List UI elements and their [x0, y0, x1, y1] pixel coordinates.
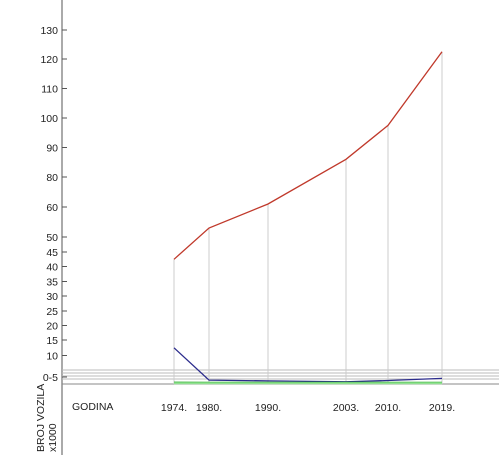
x-tick-label: 2003.: [333, 402, 359, 414]
x-tick-label: 1974.: [161, 402, 187, 414]
x-axis-title: GODINA: [72, 401, 113, 413]
vertical-drop-lines: [173, 51, 443, 384]
y-tick-label: 120: [40, 54, 58, 66]
y-tick-label: 60: [46, 202, 58, 214]
y-axis-ticks: 130 120 110 100 90 80 60 50 45 40 35 30 25 20 15 10 0-5: [40, 25, 67, 384]
y-tick-label: 15: [46, 335, 58, 347]
y-tick-label: 100: [40, 113, 58, 125]
y-tick-label: 35: [46, 277, 58, 289]
series-lines: [173, 51, 443, 385]
y-tick-label: 25: [46, 306, 58, 318]
series-line: [173, 347, 443, 383]
series-line: [173, 51, 443, 260]
y-tick-label: 30: [46, 291, 58, 303]
y-tick-label: 80: [46, 172, 58, 184]
y-tick-label: 20: [46, 321, 58, 333]
x-tick-label: 2010.: [375, 402, 401, 414]
x-tick-label: 1980.: [196, 402, 222, 414]
y-tick-label: 10: [46, 351, 58, 363]
y-tick-label: 110: [41, 84, 58, 96]
y-tick-label: 90: [46, 143, 58, 155]
x-tick-label: 1990.: [255, 402, 281, 414]
y-axis-title: BROJ VOZILA: [35, 384, 47, 452]
y-tick-label: 45: [46, 247, 58, 259]
x-tick-label: 2019.: [429, 402, 455, 414]
y-tick-label: 50: [46, 232, 58, 244]
y-tick-label: 0-5: [43, 372, 58, 384]
x-axis-ticks: 1974. 1980. 1990. 2003. 2010. 2019.: [161, 402, 455, 414]
y-tick-label: 40: [46, 262, 58, 274]
y-tick-label: 130: [40, 25, 58, 37]
y-axis-unit: x1000: [47, 423, 59, 452]
